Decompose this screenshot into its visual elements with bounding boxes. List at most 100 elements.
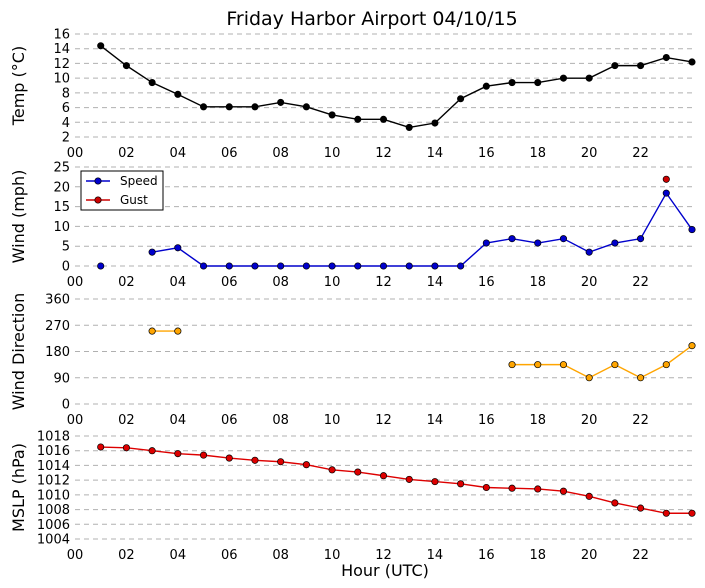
data-point — [328, 466, 336, 474]
x-tick-label: 22 — [632, 413, 649, 428]
data-point — [277, 98, 285, 106]
data-point — [662, 175, 670, 183]
y-tick-label: 360 — [45, 293, 70, 308]
x-tick-label: 10 — [324, 146, 341, 161]
data-point — [585, 74, 593, 82]
data-point — [148, 447, 156, 455]
data-point — [508, 484, 516, 492]
x-tick-label: 18 — [529, 548, 546, 563]
x-tick-label: 14 — [427, 275, 444, 290]
x-tick-label: 18 — [529, 413, 546, 428]
y-tick-label: 90 — [53, 371, 70, 386]
data-point — [611, 239, 619, 247]
data-point — [585, 374, 593, 382]
y-tick-label: 1014 — [37, 459, 70, 474]
y-tick-label: 6 — [62, 101, 70, 116]
data-point — [277, 262, 285, 270]
y-axis-label: Wind (mph) — [9, 170, 28, 264]
data-point — [225, 103, 233, 111]
x-tick-label: 22 — [632, 548, 649, 563]
x-tick-label: 12 — [375, 548, 392, 563]
data-point — [405, 475, 413, 483]
data-point — [611, 361, 619, 369]
data-point — [534, 485, 542, 493]
data-point — [457, 480, 465, 488]
series-1 — [97, 443, 696, 517]
x-tick-label: 12 — [375, 146, 392, 161]
data-point — [122, 444, 130, 452]
y-tick-label: 2 — [62, 131, 70, 146]
data-point — [379, 115, 388, 123]
x-tick-label: 14 — [427, 413, 444, 428]
y-axis-label: Temp (°C) — [9, 46, 28, 126]
y-tick-label: 1006 — [37, 518, 70, 533]
data-point — [431, 478, 439, 486]
y-tick-label: 1016 — [37, 444, 70, 459]
data-point — [148, 248, 156, 256]
data-point — [688, 226, 696, 234]
data-point — [508, 235, 516, 243]
data-point — [688, 342, 696, 350]
data-point — [637, 374, 645, 382]
y-tick-label: 180 — [45, 345, 70, 360]
y-tick-label: 8 — [62, 86, 70, 101]
data-point — [328, 262, 336, 270]
data-point — [637, 235, 645, 243]
x-tick-label: 16 — [478, 146, 495, 161]
data-point — [559, 487, 568, 495]
x-tick-label: 10 — [324, 413, 341, 428]
y-tick-label: 1010 — [37, 488, 70, 503]
data-point — [225, 262, 233, 270]
data-point — [174, 327, 182, 335]
legend: Speed Gust — [80, 170, 164, 211]
data-point — [611, 499, 619, 507]
data-point — [199, 262, 208, 270]
y-tick-label: 5 — [62, 240, 70, 255]
data-point — [637, 504, 645, 512]
data-point — [559, 361, 568, 369]
y-axis-label: Wind Direction — [9, 293, 28, 411]
data-point — [662, 189, 670, 197]
x-tick-label: 18 — [529, 146, 546, 161]
y-tick-label: 25 — [53, 161, 70, 176]
data-point — [508, 79, 516, 87]
x-tick-label: 18 — [529, 275, 546, 290]
y-tick-label: 0 — [62, 398, 70, 413]
data-point — [199, 451, 208, 459]
data-point — [379, 262, 388, 270]
series-line — [512, 345, 693, 379]
x-tick-label: 06 — [221, 275, 238, 290]
y-tick-label: 14 — [53, 42, 70, 57]
data-point — [302, 103, 310, 111]
y-tick-label: 10 — [53, 72, 70, 87]
data-point — [97, 443, 105, 451]
data-point — [199, 103, 208, 111]
x-tick-label: 08 — [272, 146, 289, 161]
x-tick-label: 16 — [478, 275, 495, 290]
data-point — [302, 461, 310, 469]
y-tick-label: 15 — [53, 200, 70, 215]
data-point — [662, 361, 670, 369]
data-point — [225, 454, 233, 462]
data-point — [534, 361, 542, 369]
x-tick-label: 20 — [581, 548, 598, 563]
data-point — [559, 235, 568, 243]
data-point — [251, 456, 259, 464]
data-point — [354, 262, 362, 270]
legend-box — [80, 170, 164, 211]
data-point — [354, 468, 362, 476]
data-point — [174, 450, 182, 458]
x-tick-label: 14 — [427, 548, 444, 563]
data-point — [431, 262, 439, 270]
y-tick-label: 1004 — [37, 533, 70, 548]
data-point — [277, 458, 285, 466]
x-tick-label: 22 — [632, 146, 649, 161]
data-point — [688, 58, 696, 66]
data-point — [482, 483, 490, 492]
data-point — [457, 95, 465, 103]
data-point — [405, 123, 413, 131]
